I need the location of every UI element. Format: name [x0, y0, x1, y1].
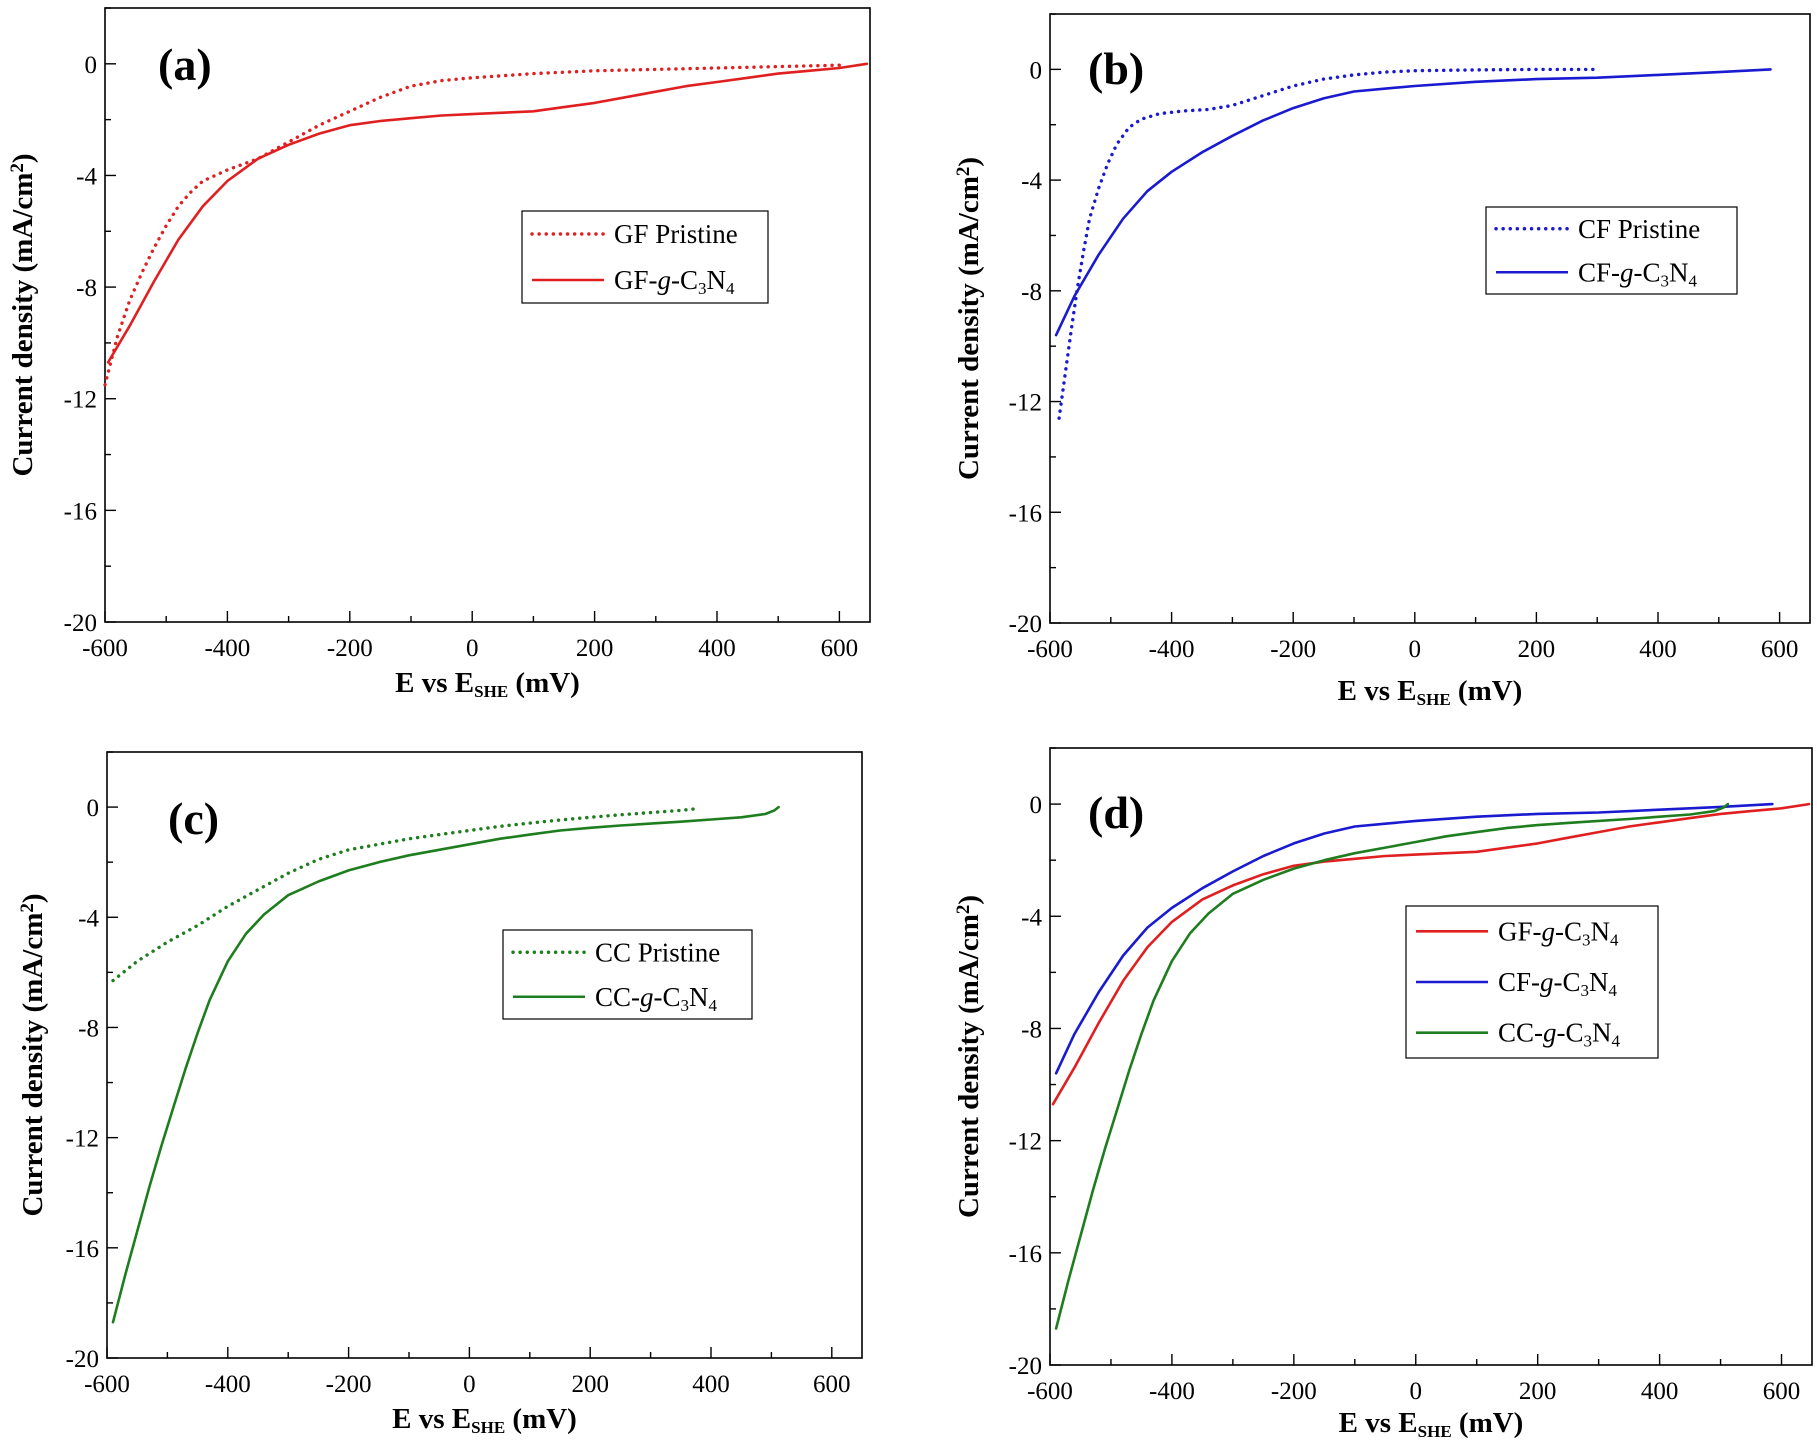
series-line-2: [111, 805, 780, 1324]
legend-label: CF Pristine: [1578, 214, 1700, 244]
x-tick-label: -600: [82, 635, 128, 662]
y-tick-label: -12: [66, 1126, 99, 1153]
y-tick-label: -16: [66, 1236, 99, 1263]
legend-label: GF-g-C3N4: [614, 265, 735, 298]
series-line-3: [1054, 802, 1730, 1330]
x-tick-label: -600: [1027, 636, 1073, 663]
y-axis-title: Current density (mA/cm2): [7, 153, 39, 476]
y-tick-label: -12: [64, 387, 97, 414]
y-tick-label: -4: [1021, 904, 1042, 931]
plot-frame: [1049, 13, 1811, 624]
legend: GF-g-C3N4 CF-g-C3N4 CC-g-C3N4: [1405, 905, 1659, 1059]
y-tick-label: 0: [1030, 57, 1043, 84]
y-tick-label: -16: [1009, 1241, 1042, 1268]
legend-label: CC-g-C3N4: [1498, 1018, 1621, 1051]
x-tick-label: -400: [205, 1371, 251, 1398]
x-tick-label: 400: [1639, 636, 1677, 663]
y-tick-label: -4: [78, 905, 99, 932]
legend-box: [502, 929, 753, 1020]
legend: CC Pristine CC-g-C3N4: [502, 929, 753, 1020]
y-tick-label: -20: [66, 1346, 99, 1373]
x-tick-label: -200: [1271, 1378, 1317, 1405]
y-tick-label: -20: [1009, 611, 1042, 638]
legend-box: [521, 210, 769, 304]
legend-label: GF Pristine: [614, 219, 738, 249]
chart-panel-c: -600 -400 -200 0 200 400 600 -20 -16 -12 -8 -4 0 E vs…: [17, 751, 863, 1437]
x-tick-label: -200: [326, 1371, 372, 1398]
y-tick-label: -20: [1009, 1353, 1042, 1380]
x-tick-label: -400: [204, 635, 250, 662]
x-tick-label: -400: [1149, 1378, 1195, 1405]
chart-panel-b: -600 -400 -200 0 200 400 600 -20 -16 -12 -8 -4 0 E vs…: [953, 13, 1811, 709]
x-tick-label: 600: [1763, 1378, 1801, 1405]
legend-box: [1485, 206, 1738, 295]
y-axis-title: Current density (mA/cm2): [953, 895, 985, 1218]
legend-label: CC-g-C3N4: [595, 982, 718, 1015]
legend-label: GF-g-C3N4: [1498, 916, 1619, 949]
plot-frame: [1049, 747, 1813, 1366]
series-line-2: [1054, 68, 1772, 337]
y-tick-label: -8: [78, 1015, 99, 1042]
x-tick-label: -200: [327, 635, 373, 662]
x-axis-title: E vs ESHE (mV): [1338, 675, 1523, 709]
y-tick-label: -12: [1009, 390, 1042, 417]
x-tick-label: 0: [463, 1371, 476, 1398]
y-tick-label: -4: [1021, 168, 1042, 195]
y-tick-label: -8: [76, 275, 97, 302]
x-tick-label: 400: [692, 1371, 730, 1398]
y-tick-label: -16: [1009, 500, 1042, 527]
x-tick-label: 0: [466, 635, 479, 662]
y-tick-label: -12: [1009, 1129, 1042, 1156]
x-tick-label: 200: [1519, 1378, 1557, 1405]
x-tick-label: 0: [1409, 636, 1422, 663]
y-axis-title: Current density (mA/cm2): [17, 893, 49, 1216]
legend-label: CF-g-C3N4: [1498, 967, 1618, 1000]
panel-label: (d): [1088, 787, 1144, 838]
x-tick-label: 600: [821, 635, 859, 662]
x-tick-label: 200: [1518, 636, 1556, 663]
plot-frame: [106, 751, 863, 1359]
y-tick-label: -8: [1021, 279, 1042, 306]
x-tick-label: 600: [1761, 636, 1799, 663]
panel-label: (a): [158, 39, 212, 90]
panel-label: (c): [168, 793, 219, 844]
x-tick-label: 0: [1410, 1378, 1423, 1405]
y-tick-label: 0: [87, 795, 100, 822]
plot-frame: [104, 7, 871, 623]
series-line-2: [106, 62, 869, 364]
y-tick-label: 0: [1030, 792, 1043, 819]
x-tick-label: 600: [813, 1371, 851, 1398]
panel-label: (b): [1088, 43, 1144, 94]
x-axis-title: E vs ESHE (mV): [392, 1403, 577, 1437]
legend-label: CC Pristine: [595, 937, 720, 967]
chart-panel-a: -600 -400 -200 0 200 400 600 -20 -16 -12 -8 -4 0 E vs…: [7, 7, 871, 701]
x-tick-label: -400: [1149, 636, 1195, 663]
x-axis-title: E vs ESHE (mV): [395, 667, 580, 701]
y-tick-label: 0: [85, 52, 98, 79]
x-tick-label: -600: [1027, 1378, 1073, 1405]
chart-panel-d: -600 -400 -200 0 200 400 600-20-16-12-8-40E vs…: [953, 747, 1813, 1441]
y-tick-label: -20: [64, 610, 97, 637]
legend: CF Pristine CF-g-C3N4: [1485, 206, 1738, 295]
y-tick-label: -8: [1021, 1016, 1042, 1043]
y-axis-title: Current density (mA/cm2): [953, 157, 985, 480]
series-line-2: [1054, 802, 1774, 1075]
x-tick-label: -200: [1270, 636, 1316, 663]
y-tick-label: -16: [64, 498, 97, 525]
series-line-1: [1057, 67, 1599, 420]
x-tick-label: 200: [576, 635, 614, 662]
x-tick-label: 400: [698, 635, 736, 662]
x-axis-title: E vs ESHE (mV): [1339, 1407, 1524, 1441]
series-line-1: [1051, 802, 1811, 1106]
x-tick-label: 200: [571, 1371, 609, 1398]
legend-label: CF-g-C3N4: [1578, 257, 1698, 290]
x-tick-label: -600: [84, 1371, 130, 1398]
x-tick-label: 400: [1641, 1378, 1679, 1405]
legend: GF Pristine GF-g-C3N4: [521, 210, 769, 304]
series-line-1: [111, 806, 701, 983]
y-tick-label: -4: [76, 163, 97, 190]
